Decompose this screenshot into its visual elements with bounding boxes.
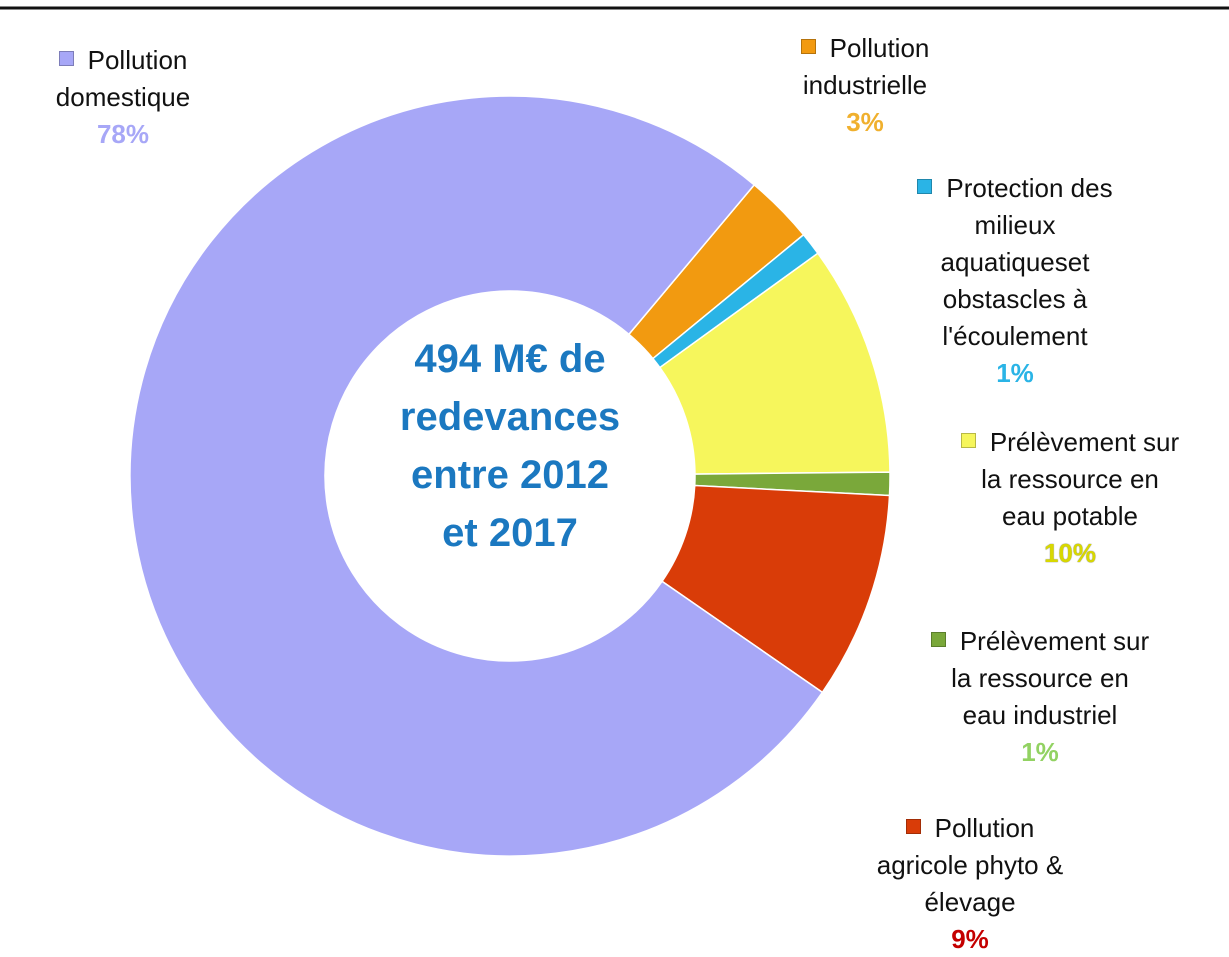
value-label: 78% (96, 119, 150, 149)
legend-name: Prélèvement sur la ressource en eau indu… (951, 626, 1150, 730)
legend-entry: Protection des milieux aquatiqueset obst… (885, 170, 1145, 392)
legend-label: Pollution industrielle (760, 30, 970, 104)
value-label: 1% (996, 358, 1034, 388)
legend-marker (917, 179, 933, 194)
legend-name: Protection des milieux aquatiqueset obst… (940, 173, 1113, 351)
legend-entry: Prélèvement sur la ressource en eau pota… (930, 424, 1210, 572)
legend-label: Prélèvement sur la ressource en eau pota… (930, 424, 1210, 535)
legend-label: Pollution domestique (8, 42, 238, 116)
legend-name: Pollution agricole phyto & élevage (876, 813, 1064, 917)
donut-slice (129, 95, 824, 857)
legend-marker (960, 433, 976, 448)
value-label: 3% (846, 107, 884, 137)
center-text: 494 M€ de redevances entre 2012 et 2017 (399, 337, 621, 555)
legend-label: Protection des milieux aquatiqueset obst… (885, 170, 1145, 355)
legend-entry: Pollution domestique 78% (8, 42, 238, 153)
value-label: 10% (1043, 538, 1097, 568)
value-label: 9% (951, 924, 989, 954)
legend-marker (800, 39, 816, 54)
legend-entry: Pollution industrielle 3% (760, 30, 970, 141)
legend-marker (58, 51, 74, 66)
legend-label: Prélèvement sur la ressource en eau indu… (900, 623, 1180, 734)
legend-marker (905, 819, 921, 834)
legend-label: Pollution agricole phyto & élevage (835, 810, 1105, 921)
legend-name: Prélèvement sur la ressource en eau pota… (981, 427, 1180, 531)
legend-entry: Pollution agricole phyto & élevage 9% (835, 810, 1105, 957)
legend-name: Pollution domestique (55, 45, 191, 112)
legend-marker (930, 632, 946, 647)
legend-entry: Prélèvement sur la ressource en eau indu… (900, 623, 1180, 771)
legend-name: Pollution industrielle (802, 33, 930, 100)
value-label: 1% (1021, 737, 1059, 767)
